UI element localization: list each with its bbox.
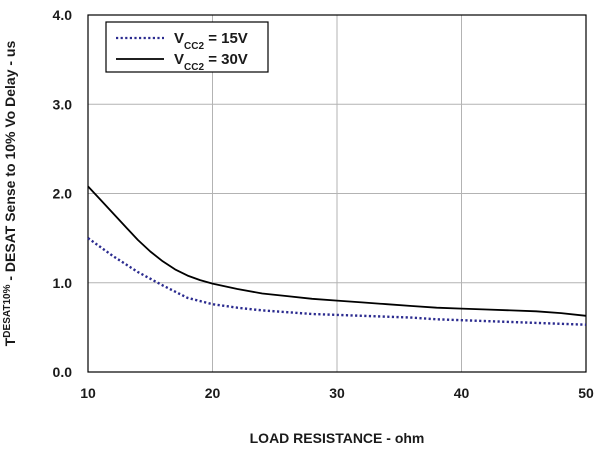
legend-entry-30v-main: V	[174, 51, 184, 68]
x-tick-label: 50	[578, 385, 594, 401]
legend-entry-30v-rest: = 30V	[204, 51, 248, 68]
y-axis-label-prefix: T	[2, 337, 18, 346]
x-tick-label: 30	[329, 385, 345, 401]
x-axis-label: LOAD RESISTANCE - ohm	[250, 430, 425, 446]
y-axis-label-subscript: DESAT10%	[2, 284, 13, 337]
x-tick-labels: 10 20 30 40 50	[80, 385, 594, 401]
legend-box	[105, 21, 269, 73]
y-tick-labels: 0.0 1.0 2.0 3.0 4.0	[53, 7, 73, 380]
x-tick-label: 20	[205, 385, 221, 401]
legend: VCC2 = 15V VCC2 = 30V	[105, 21, 269, 73]
series-layer	[87, 185, 587, 326]
series-line-0	[87, 237, 587, 326]
legend-entry-15v: VCC2 = 15V	[174, 30, 248, 52]
y-tick-label: 0.0	[53, 364, 73, 380]
plot-frame	[87, 14, 587, 373]
y-tick-label: 1.0	[53, 275, 73, 291]
x-tick-label: 40	[454, 385, 470, 401]
legend-entry-30v-sub: CC2	[184, 62, 204, 73]
x-tick-label: 10	[80, 385, 96, 401]
y-tick-label: 3.0	[53, 96, 73, 112]
y-tick-label: 2.0	[53, 186, 73, 202]
legend-entry-15v-rest: = 15V	[204, 30, 248, 47]
y-tick-label: 4.0	[53, 7, 73, 23]
series-line-1	[87, 185, 587, 317]
y-axis-label-rest: - DESAT Sense to 10% Vo Delay - us	[2, 41, 18, 285]
legend-entry-15v-main: V	[174, 30, 184, 47]
legend-entry-30v: VCC2 = 30V	[174, 51, 248, 73]
y-axis-label: TDESAT10% - DESAT Sense to 10% Vo Delay …	[2, 41, 19, 347]
grid	[88, 15, 586, 372]
legend-entry-15v-sub: CC2	[184, 41, 204, 52]
